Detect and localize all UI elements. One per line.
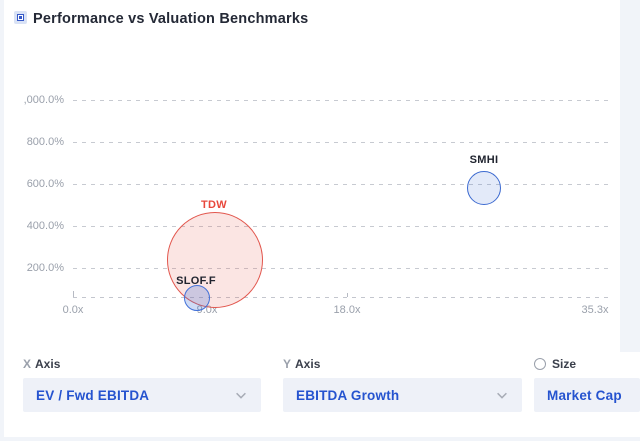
x-tick-label: 0.0x xyxy=(62,304,84,316)
bubble-smhi[interactable] xyxy=(467,171,501,205)
y-tick-label: 600.0% xyxy=(26,178,64,190)
y-axis-selected-value: EBITDA Growth xyxy=(296,387,400,403)
x-axis-select[interactable]: EV / Fwd EBITDA xyxy=(23,378,261,412)
size-label: Size xyxy=(534,356,640,371)
bubble-label-tdw: TDW xyxy=(201,199,227,211)
x-axis-label: X Axis xyxy=(23,356,261,371)
chart-card: Performance vs Valuation Benchmarks ,000… xyxy=(4,0,620,437)
chart-title: Performance vs Valuation Benchmarks xyxy=(33,11,309,27)
page-background-right xyxy=(620,0,640,352)
y-gridline xyxy=(73,100,610,101)
y-axis-label-text: Axis xyxy=(295,356,321,371)
x-tick-label: 35.3x xyxy=(581,304,609,316)
y-gridline xyxy=(73,142,610,143)
circle-outline-icon xyxy=(534,357,546,370)
x-axis-tick xyxy=(347,293,348,297)
x-axis-line xyxy=(73,297,610,298)
y-gridline xyxy=(73,268,610,269)
x-axis-selected-value: EV / Fwd EBITDA xyxy=(36,387,150,403)
y-tick-label: ,000.0% xyxy=(23,94,64,106)
x-tick-label: 18.0x xyxy=(333,304,361,316)
y-gridline xyxy=(73,184,610,185)
size-selected-value: Market Cap xyxy=(547,387,622,403)
x-axis-tick xyxy=(73,291,74,297)
y-axis-label: Y Axis xyxy=(283,356,522,371)
bubble-tdw[interactable] xyxy=(167,212,263,308)
bubble-slof.f[interactable] xyxy=(184,285,210,311)
y-axis-control: Y Axis EBITDA Growth xyxy=(283,356,522,412)
y-tick-label: 200.0% xyxy=(26,262,64,274)
chevron-down-icon xyxy=(234,388,248,402)
y-axis-label-prefix: Y xyxy=(283,356,292,371)
bubble-label-smhi: SMHI xyxy=(469,154,499,166)
bubble-label-slof.f: SLOF.F xyxy=(176,275,216,287)
x-axis-label-text: Axis xyxy=(35,356,61,371)
y-tick-label: 800.0% xyxy=(26,136,64,148)
plot-area: ,000.0% 800.0% 600.0% 400.0% 200.0% 0.0x 9.0x 1… xyxy=(4,0,620,437)
size-control: Size Market Cap xyxy=(534,356,640,412)
size-label-text: Size xyxy=(552,356,577,371)
x-axis-label-prefix: X xyxy=(23,356,32,371)
y-tick-label: 400.0% xyxy=(26,220,64,232)
chevron-down-icon xyxy=(495,388,509,402)
y-axis-select[interactable]: EBITDA Growth xyxy=(283,378,522,412)
page-background-left xyxy=(0,0,4,437)
size-select[interactable]: Market Cap xyxy=(534,378,640,412)
y-gridline xyxy=(73,226,610,227)
x-axis-control: X Axis EV / Fwd EBITDA xyxy=(23,356,261,412)
page-background-bottom xyxy=(0,437,640,441)
blue-square-bullet-icon xyxy=(14,11,27,24)
